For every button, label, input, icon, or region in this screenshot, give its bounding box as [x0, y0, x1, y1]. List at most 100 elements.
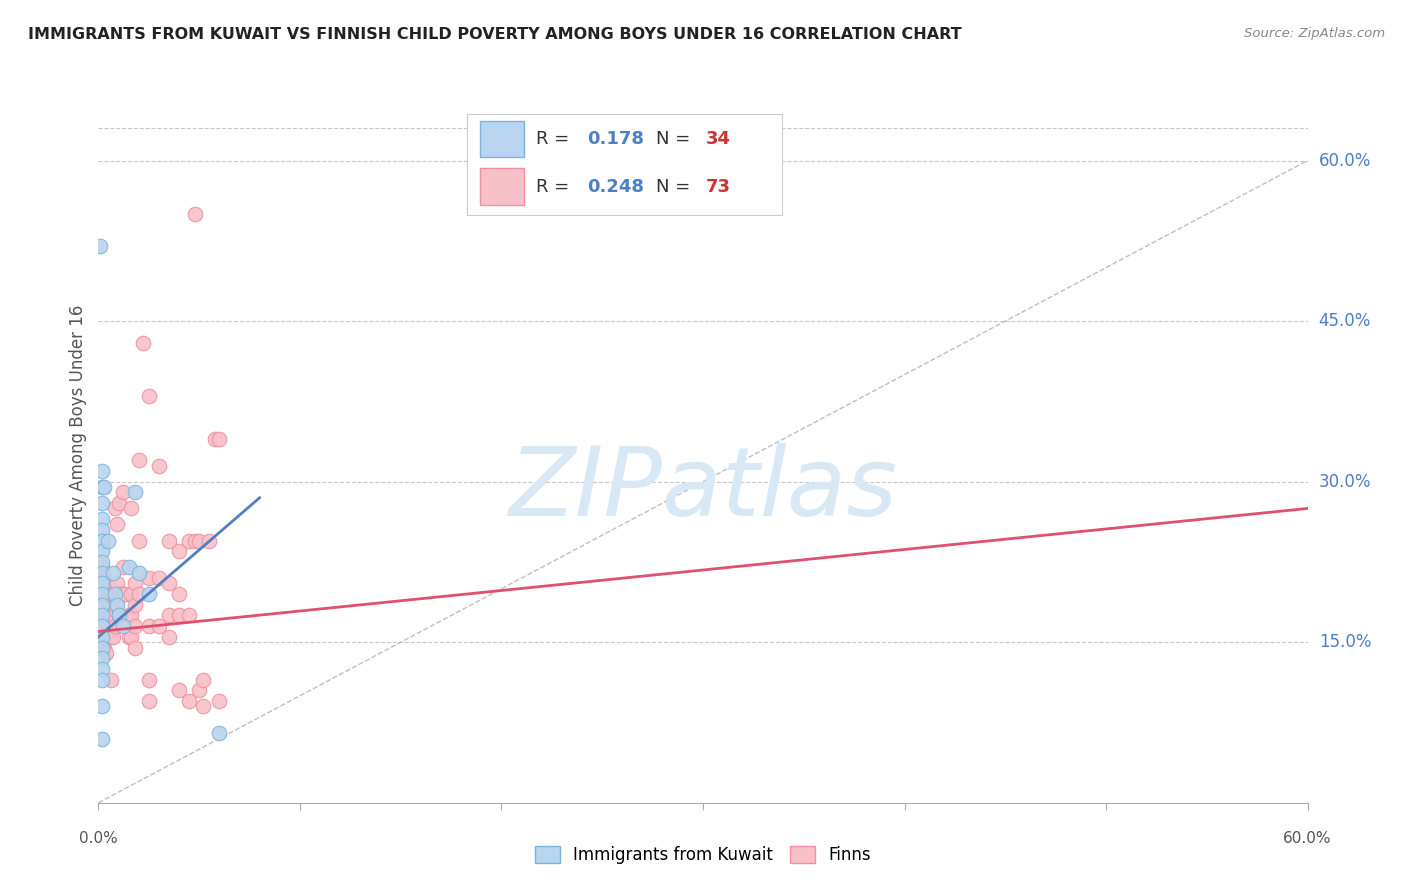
Point — [184, 207, 207, 221]
Point — [97, 608, 120, 623]
Point — [124, 598, 146, 612]
Point — [177, 694, 201, 708]
Point — [91, 464, 114, 478]
Point — [100, 582, 122, 596]
Text: 60.0%: 60.0% — [1284, 830, 1331, 846]
Point — [128, 533, 150, 548]
Point — [91, 673, 114, 687]
Point — [100, 630, 122, 644]
Point — [198, 533, 221, 548]
Point — [91, 523, 114, 537]
Point — [167, 683, 190, 698]
Point — [124, 619, 146, 633]
Point — [105, 517, 128, 532]
Point — [97, 533, 120, 548]
Point — [148, 571, 170, 585]
Point — [91, 576, 114, 591]
Point — [208, 432, 231, 446]
Point — [138, 673, 160, 687]
Point — [118, 560, 141, 574]
Text: 0.0%: 0.0% — [79, 830, 118, 846]
Point — [97, 587, 120, 601]
Point — [91, 512, 114, 526]
Point — [96, 646, 118, 660]
Point — [124, 485, 146, 500]
Text: 30.0%: 30.0% — [1319, 473, 1371, 491]
Point — [138, 571, 160, 585]
Point — [91, 496, 114, 510]
Point — [91, 566, 114, 580]
Point — [184, 533, 207, 548]
Point — [96, 592, 118, 607]
Point — [128, 566, 150, 580]
Point — [105, 576, 128, 591]
Point — [103, 501, 125, 516]
Point — [107, 587, 129, 601]
Point — [208, 726, 231, 740]
Point — [111, 619, 134, 633]
Point — [103, 598, 125, 612]
Text: 60.0%: 60.0% — [1319, 152, 1371, 169]
Point — [91, 544, 114, 558]
Point — [148, 458, 170, 473]
Point — [167, 608, 190, 623]
Point — [100, 673, 122, 687]
Point — [91, 619, 114, 633]
Point — [89, 239, 111, 253]
Point — [91, 560, 114, 574]
Point — [103, 587, 125, 601]
Point — [157, 630, 180, 644]
Point — [124, 576, 146, 591]
Point — [111, 485, 134, 500]
Point — [93, 608, 115, 623]
Point — [100, 608, 122, 623]
Point — [148, 619, 170, 633]
Point — [91, 608, 114, 623]
Point — [91, 555, 114, 569]
Point — [120, 630, 142, 644]
Point — [138, 694, 160, 708]
Point — [93, 480, 115, 494]
Point — [107, 608, 129, 623]
Y-axis label: Child Poverty Among Boys Under 16: Child Poverty Among Boys Under 16 — [69, 304, 87, 606]
Point — [91, 587, 114, 601]
Point — [120, 587, 142, 601]
Point — [114, 587, 136, 601]
Point — [111, 560, 134, 574]
Point — [208, 694, 231, 708]
Point — [157, 533, 180, 548]
Point — [105, 598, 128, 612]
Point — [101, 608, 124, 623]
Point — [101, 587, 124, 601]
Text: IMMIGRANTS FROM KUWAIT VS FINNISH CHILD POVERTY AMONG BOYS UNDER 16 CORRELATION : IMMIGRANTS FROM KUWAIT VS FINNISH CHILD … — [28, 27, 962, 42]
Point — [124, 640, 146, 655]
Point — [97, 624, 120, 639]
Point — [138, 389, 160, 403]
Point — [91, 598, 114, 612]
Point — [138, 619, 160, 633]
Point — [193, 699, 215, 714]
Point — [91, 480, 114, 494]
Point — [91, 630, 114, 644]
Point — [167, 544, 190, 558]
Text: ZIPatlas: ZIPatlas — [509, 443, 897, 536]
Point — [91, 731, 114, 746]
Point — [103, 619, 125, 633]
Point — [193, 673, 215, 687]
Point — [118, 608, 141, 623]
Point — [120, 608, 142, 623]
Text: 15.0%: 15.0% — [1319, 633, 1371, 651]
Point — [101, 630, 124, 644]
Point — [91, 651, 114, 665]
Point — [157, 576, 180, 591]
Point — [111, 587, 134, 601]
Point — [157, 608, 180, 623]
Point — [93, 640, 115, 655]
Point — [188, 683, 211, 698]
Point — [177, 533, 201, 548]
Legend: Immigrants from Kuwait, Finns: Immigrants from Kuwait, Finns — [529, 839, 877, 871]
Text: 45.0%: 45.0% — [1319, 312, 1371, 330]
Point — [91, 630, 114, 644]
Point — [96, 619, 118, 633]
Point — [138, 587, 160, 601]
